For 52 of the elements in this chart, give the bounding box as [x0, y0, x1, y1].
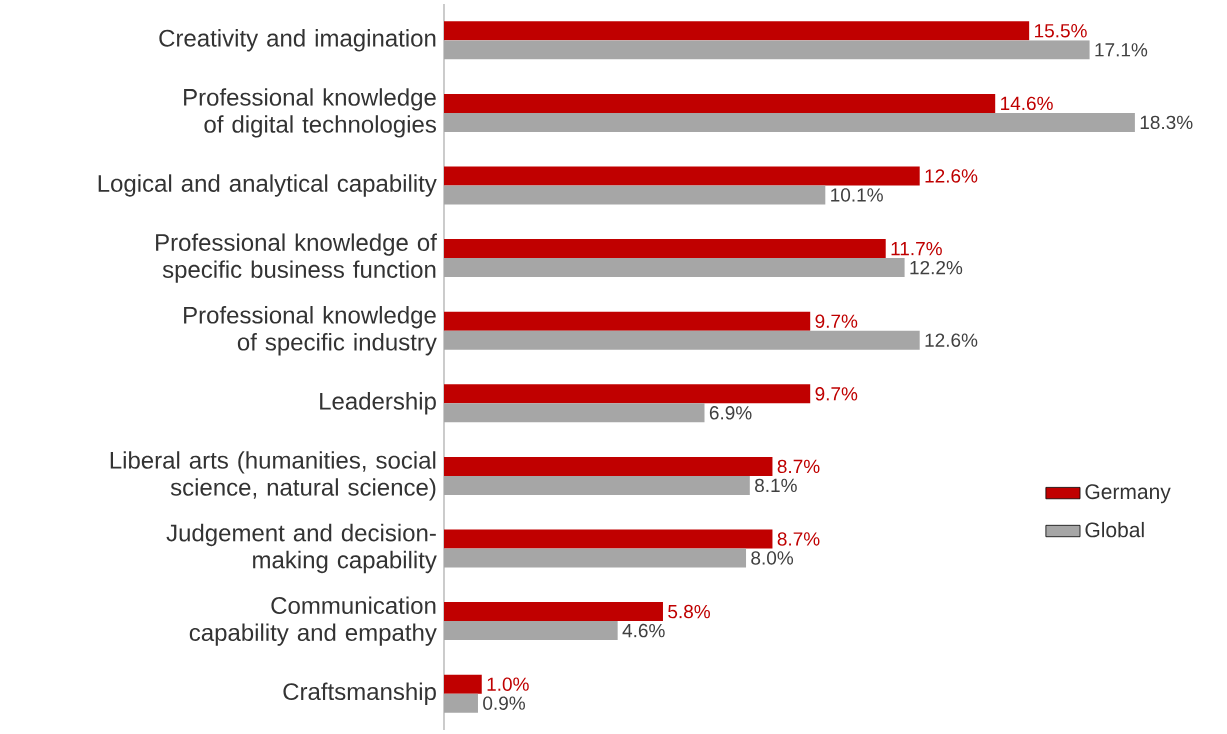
bar	[444, 456, 773, 476]
data-label: 15.5%	[1035, 24, 1087, 38]
data-label: 8.0%	[751, 551, 794, 565]
bar	[444, 258, 905, 278]
y-tick-label: Professional knowledge of specific business function	[156, 233, 437, 283]
bar	[444, 548, 747, 568]
data-label: 14.6%	[1001, 96, 1053, 111]
bar	[444, 602, 663, 622]
bar	[444, 529, 773, 549]
data-label: 5.8%	[668, 604, 710, 619]
data-label: 0.9%	[483, 696, 525, 710]
bar	[444, 112, 1135, 132]
bar	[444, 166, 920, 186]
bar	[444, 40, 1090, 60]
bar	[444, 384, 811, 404]
y-tick-label: Professional knowledge of digital technologies	[184, 88, 436, 138]
bar	[444, 239, 886, 259]
bar	[444, 674, 482, 694]
bar	[444, 311, 811, 331]
data-label: 6.9%	[709, 406, 752, 420]
legend-label: Global	[1085, 521, 1144, 538]
y-tick-label: Leadership	[320, 392, 436, 415]
data-label: 18.3%	[1140, 115, 1193, 130]
data-label: 8.7%	[777, 459, 820, 474]
data-label: 12.6%	[925, 169, 978, 183]
bar	[444, 693, 478, 713]
bar	[444, 330, 920, 350]
data-label: 10.1%	[831, 188, 883, 202]
y-tick-label: Communication capability and empathy	[189, 596, 437, 646]
legend-label: Germany	[1085, 484, 1171, 504]
bar	[444, 185, 826, 205]
data-label: 9.7%	[815, 314, 858, 328]
data-label: 17.1%	[1095, 43, 1148, 57]
data-label: 12.2%	[910, 260, 963, 275]
data-label: 4.6%	[622, 623, 665, 638]
y-tick-label: Professional knowledge of specific industry	[184, 306, 437, 356]
y-tick-label: Logical and analytical capability	[98, 174, 437, 197]
bar	[444, 403, 705, 423]
y-tick-label: Creativity and imagination	[159, 29, 436, 52]
bar	[444, 475, 750, 495]
data-label: 8.1%	[755, 478, 797, 493]
bar	[444, 21, 1030, 41]
data-label: 8.7%	[777, 532, 820, 546]
y-tick-label: Craftsmanship	[283, 682, 436, 705]
data-label: 9.7%	[815, 387, 858, 401]
bar	[444, 621, 618, 641]
data-label: 12.6%	[925, 333, 978, 347]
y-tick-label: Liberal arts (humanities, social science, natural science)	[110, 451, 436, 501]
y-tick-label: Judgement and decision-making capability	[166, 523, 437, 574]
data-label: 1.0%	[487, 677, 529, 691]
bar	[444, 93, 996, 113]
data-label: 11.7%	[891, 241, 942, 256]
